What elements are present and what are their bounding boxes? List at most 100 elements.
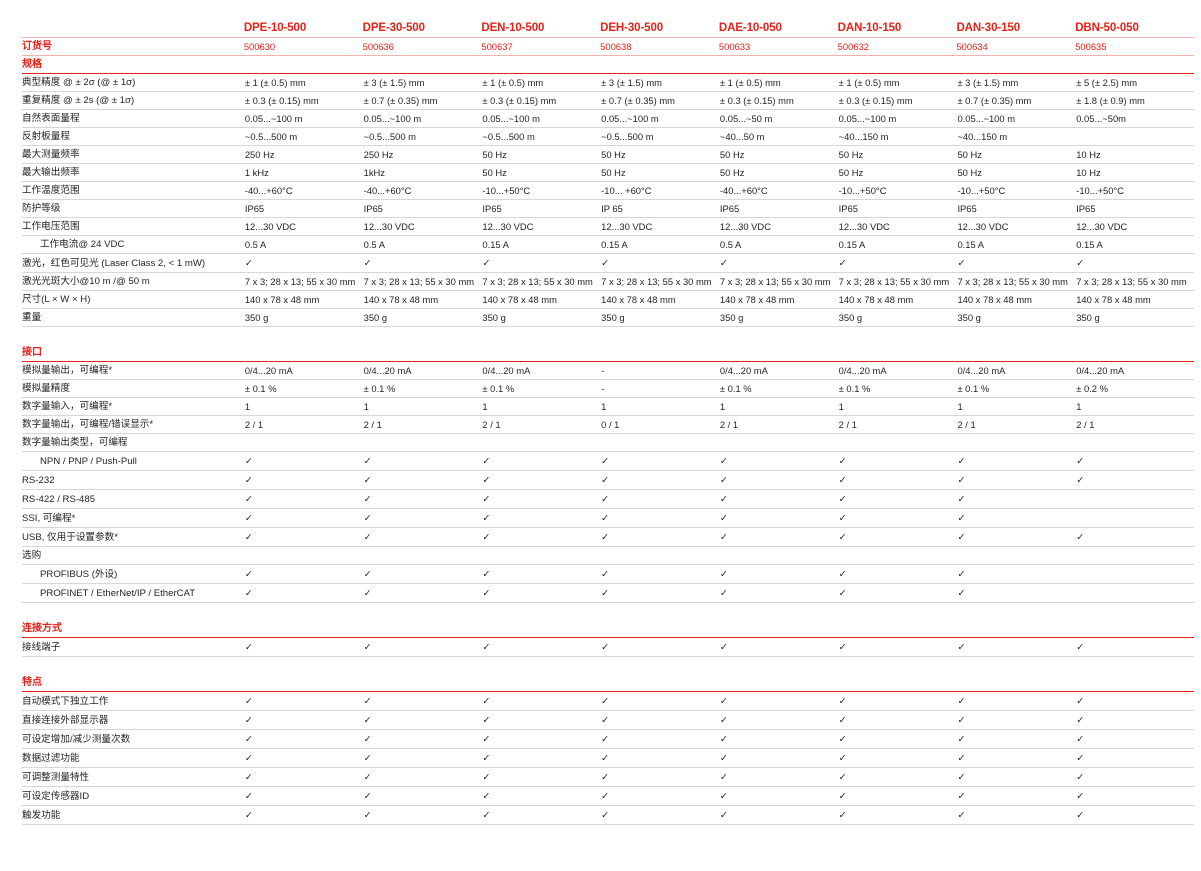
value-cell: ± 0.1 % xyxy=(956,379,1076,398)
column-header-DAN-30-150: DAN-30-150 xyxy=(956,22,1020,34)
check-icon: ✓ xyxy=(363,753,372,764)
table-row: 模拟量精度 ± 0.1 % ± 0.1 % ± 0.1 % - ± 0.1 % ± 0.1 … xyxy=(22,379,1194,398)
section-header-filler xyxy=(243,344,363,362)
check-icon: ✓ xyxy=(1076,715,1085,726)
value-cell: 0.5 A xyxy=(718,235,838,254)
table-row: 数据过滤功能 ✓ ✓ ✓ ✓ ✓ ✓ ✓ ✓ xyxy=(22,748,1194,768)
check-icon: ✓ xyxy=(482,772,491,783)
value-cell: ± 1.8 (± 0.9) mm xyxy=(1075,91,1194,110)
section-title: 规格 xyxy=(22,55,244,74)
value-cell: 12...30 VDC xyxy=(718,217,838,236)
check-cell: ✓ xyxy=(600,748,719,768)
check-cell: ✓ xyxy=(837,691,957,711)
section-title: 特点 xyxy=(22,674,244,692)
value-cell: 140 x 78 x 48 mm xyxy=(956,290,1076,309)
check-icon: ✓ xyxy=(957,475,966,486)
value-cell: 350 g xyxy=(362,308,482,327)
value-cell xyxy=(1075,508,1194,528)
check-cell: ✓ xyxy=(243,508,363,528)
value-cell: 7 x 3; 28 x 13; 55 x 30 mm xyxy=(362,272,482,291)
value-cell: 350 g xyxy=(718,308,838,327)
row-label: 尺寸(L × W × H) xyxy=(22,290,244,309)
value-cell: 50 Hz xyxy=(718,145,838,164)
value-cell: 0.05...~100 m xyxy=(956,109,1076,128)
value-cell: ± 0.7 (± 0.35) mm xyxy=(362,91,482,110)
check-icon: ✓ xyxy=(719,734,728,745)
check-icon: ✓ xyxy=(838,696,847,707)
section-header-filler xyxy=(956,620,1076,638)
check-cell: ✓ xyxy=(837,253,957,273)
check-cell: ✓ xyxy=(243,729,363,749)
check-icon: ✓ xyxy=(601,513,610,524)
section-header-filler xyxy=(243,620,363,638)
row-label: 重量 xyxy=(22,308,244,327)
check-cell: ✓ xyxy=(718,691,838,711)
table-row: 自然表面量程 0.05...~100 m 0.05...~100 m 0.05...~… xyxy=(22,109,1194,128)
check-icon: ✓ xyxy=(601,791,610,802)
check-icon: ✓ xyxy=(957,569,966,580)
check-cell: ✓ xyxy=(481,637,601,657)
value-cell: 12...30 VDC xyxy=(1075,217,1194,236)
check-icon: ✓ xyxy=(363,475,372,486)
check-cell: ✓ xyxy=(718,710,838,730)
check-cell: ✓ xyxy=(837,767,957,787)
check-cell: ✓ xyxy=(243,527,363,547)
check-icon: ✓ xyxy=(601,588,610,599)
value-cell: 350 g xyxy=(600,308,719,327)
check-cell: ✓ xyxy=(481,253,601,273)
value-cell xyxy=(837,433,957,452)
section-header-filler xyxy=(481,674,601,692)
table-row: 数字量输入，可编程* 1 1 1 1 1 1 1 1 xyxy=(22,397,1194,416)
value-cell: 50 Hz xyxy=(600,163,719,182)
spacer-cell xyxy=(22,602,1194,620)
value-cell: 0.15 A xyxy=(1075,235,1194,254)
check-icon: ✓ xyxy=(719,494,728,505)
table-row: 重量 350 g 350 g 350 g 350 g 350 g 350 g 350 g 350… xyxy=(22,308,1194,327)
value-cell xyxy=(362,433,482,452)
table-row: 触发功能 ✓ ✓ ✓ ✓ ✓ ✓ ✓ ✓ xyxy=(22,805,1194,825)
check-cell: ✓ xyxy=(362,637,482,657)
value-cell: 50 Hz xyxy=(837,145,957,164)
value-cell: -10...+50°C xyxy=(481,181,601,200)
value-cell: 0.05...~100 m xyxy=(837,109,957,128)
check-icon: ✓ xyxy=(363,494,372,505)
value-cell: 140 x 78 x 48 mm xyxy=(243,290,363,309)
value-cell: 0.05...~50 m xyxy=(718,109,838,128)
value-cell: IP65 xyxy=(718,199,838,218)
check-cell: ✓ xyxy=(243,253,363,273)
check-cell: ✓ xyxy=(481,729,601,749)
check-icon: ✓ xyxy=(601,753,610,764)
section-header-filler xyxy=(243,674,363,692)
value-cell xyxy=(1075,433,1194,452)
header-corner xyxy=(22,22,244,38)
check-cell: ✓ xyxy=(600,786,719,806)
check-icon: ✓ xyxy=(244,696,253,707)
check-icon: ✓ xyxy=(838,772,847,783)
check-cell: ✓ xyxy=(243,451,363,471)
check-cell: ✓ xyxy=(718,253,838,273)
check-icon: ✓ xyxy=(838,734,847,745)
section-header-filler xyxy=(718,344,838,362)
check-icon: ✓ xyxy=(482,696,491,707)
value-cell: 7 x 3; 28 x 13; 55 x 30 mm xyxy=(1075,272,1194,291)
table-row: 可调整测量特性 ✓ ✓ ✓ ✓ ✓ ✓ ✓ ✓ xyxy=(22,767,1194,787)
section-header-filler xyxy=(481,55,601,74)
check-icon: ✓ xyxy=(482,258,491,269)
check-cell: ✓ xyxy=(481,470,601,490)
check-icon: ✓ xyxy=(363,791,372,802)
order-number-row: 订货号 500630 500636 500637 500638 500633 500632 5… xyxy=(22,37,1194,56)
check-icon: ✓ xyxy=(1076,734,1085,745)
table-row: 直接连接外部显示器 ✓ ✓ ✓ ✓ ✓ ✓ ✓ ✓ xyxy=(22,710,1194,730)
value-cell: 0.5 A xyxy=(362,235,482,254)
check-icon: ✓ xyxy=(601,475,610,486)
check-icon: ✓ xyxy=(719,569,728,580)
check-cell: ✓ xyxy=(718,564,838,584)
value-cell xyxy=(243,546,363,565)
value-cell: ± 1 (± 0.5) mm xyxy=(481,73,601,92)
check-icon: ✓ xyxy=(957,494,966,505)
value-cell: ~40...150 m xyxy=(956,127,1076,146)
value-cell: - xyxy=(600,361,719,380)
check-cell: ✓ xyxy=(362,805,482,825)
value-cell: 50 Hz xyxy=(600,145,719,164)
check-cell: ✓ xyxy=(837,729,957,749)
